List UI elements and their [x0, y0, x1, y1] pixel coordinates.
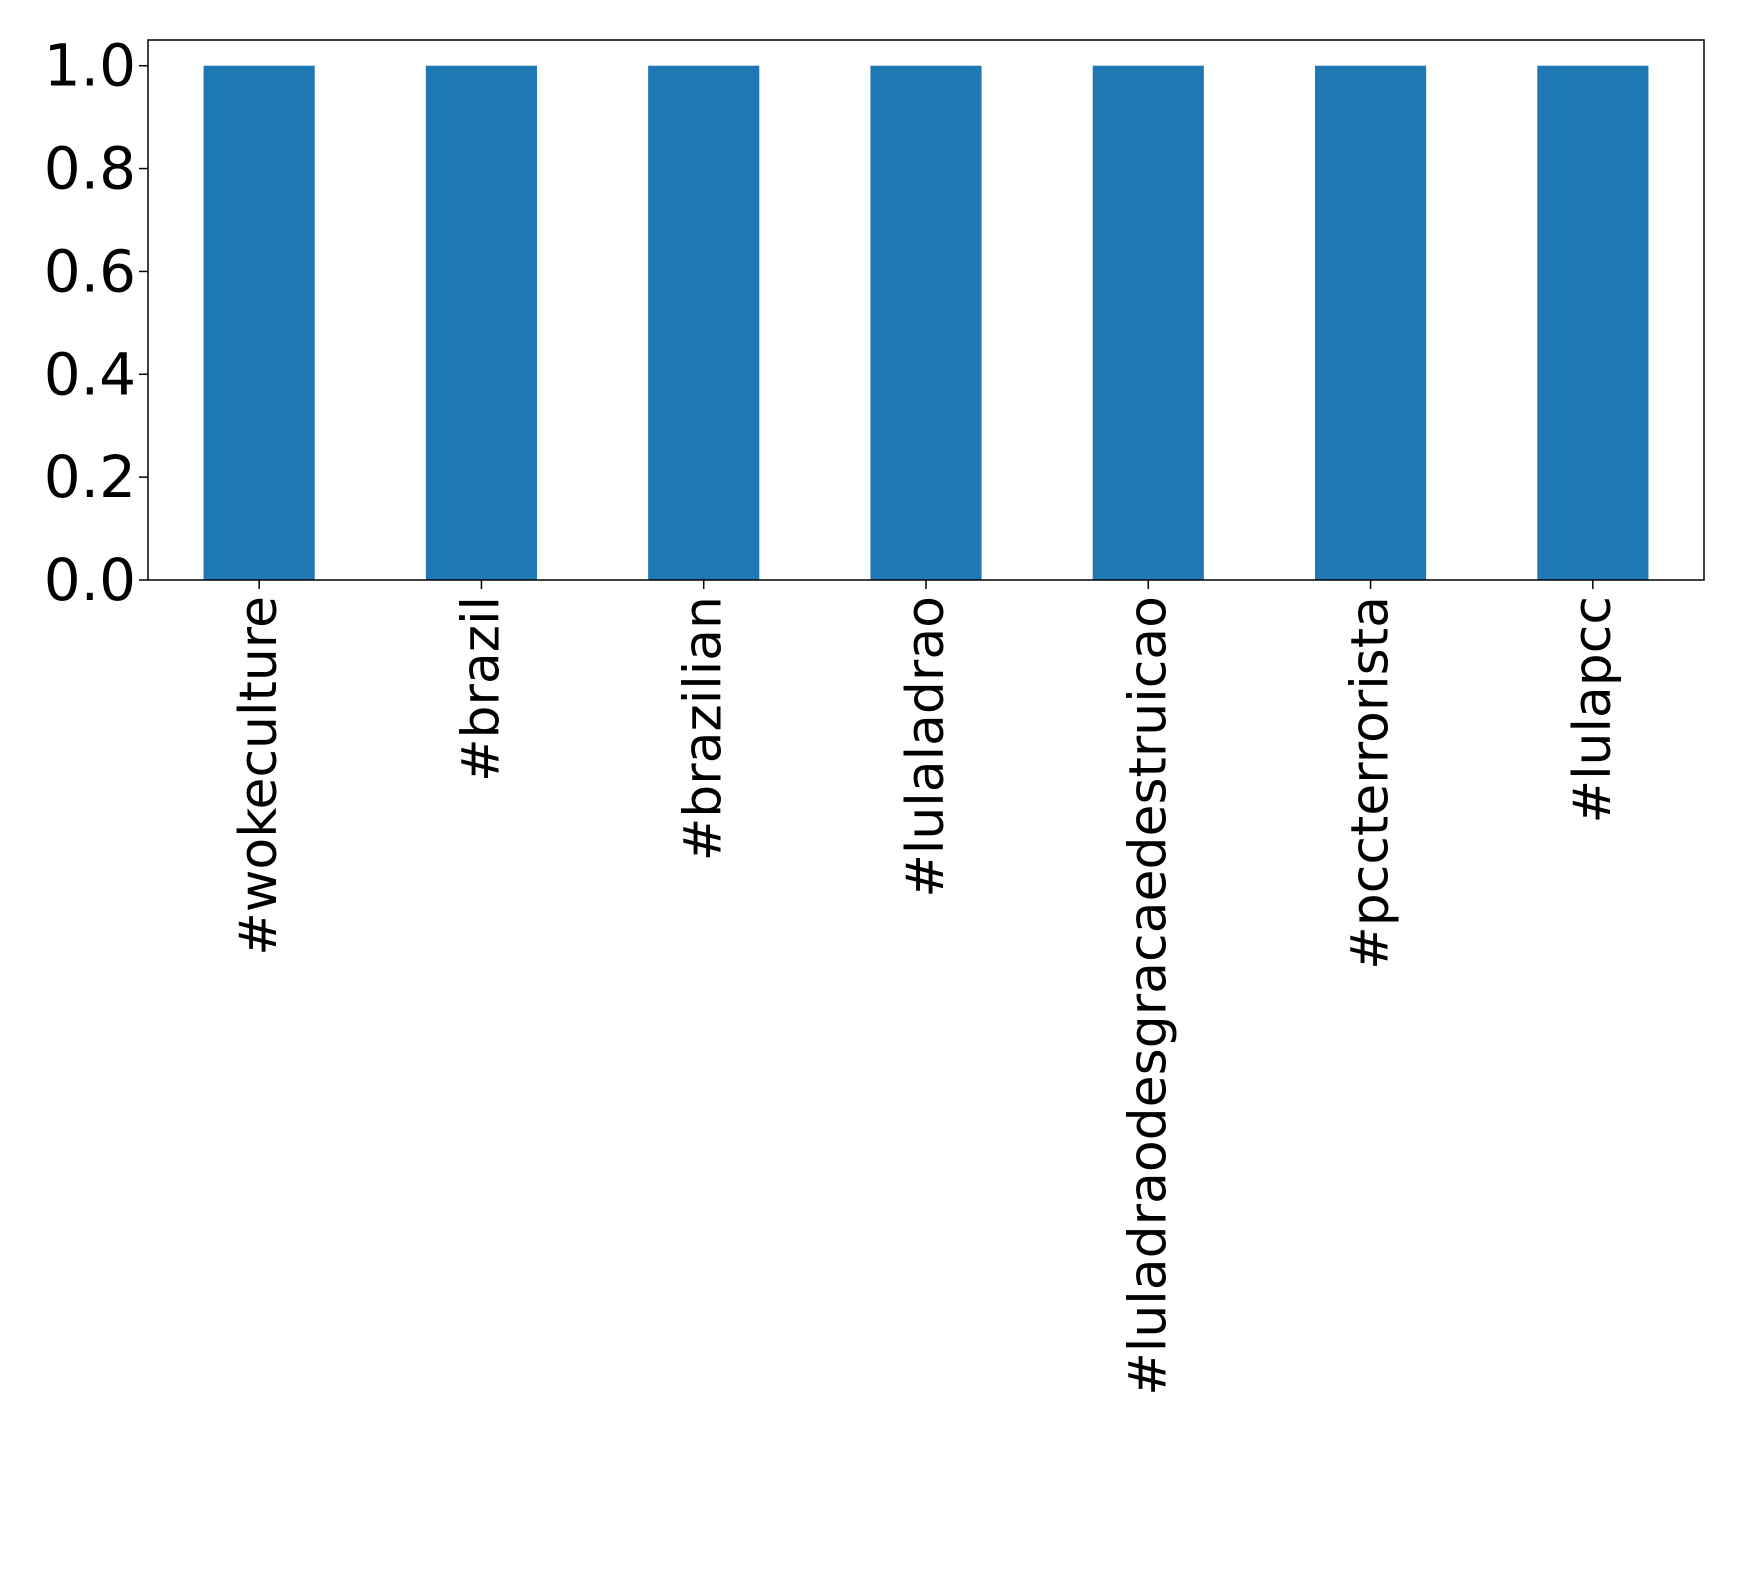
y-tick-label: 0.6 — [44, 237, 136, 305]
y-tick-label: 0.8 — [44, 135, 136, 203]
x-tick-label: #luladraodesgracaedestruicao — [1118, 596, 1178, 1396]
x-tick-label: #lulapcc — [1563, 596, 1623, 823]
y-tick-label: 0.2 — [44, 443, 136, 511]
x-tick-label: #lulaladrao — [896, 596, 956, 898]
x-tick-label: #wokeculture — [229, 596, 289, 956]
bar-lulapcc — [1537, 65, 1649, 580]
y-tick-label: 0.4 — [44, 340, 136, 408]
bar-brazil — [425, 65, 537, 580]
bar-pccterrorista — [1315, 65, 1427, 580]
bar-brazilian — [648, 65, 760, 580]
bar-luladraodesgracaedestruicao — [1092, 65, 1204, 580]
bar-wokeculture — [203, 65, 315, 580]
x-tick-label: #pccterrorista — [1341, 596, 1401, 970]
x-tick-label: #brazil — [451, 596, 511, 782]
y-tick-label: 1.0 — [44, 32, 136, 100]
y-axis: 0.0 0.2 0.4 0.6 0.8 1.0 — [44, 32, 148, 614]
x-axis: #wokeculture #brazil #brazilian #lulaladrao… — [229, 580, 1623, 1396]
bars-group — [203, 65, 1649, 580]
bar-lulaladrao — [870, 65, 982, 580]
y-tick-label: 0.0 — [44, 546, 136, 614]
x-tick-label: #brazilian — [674, 596, 734, 861]
